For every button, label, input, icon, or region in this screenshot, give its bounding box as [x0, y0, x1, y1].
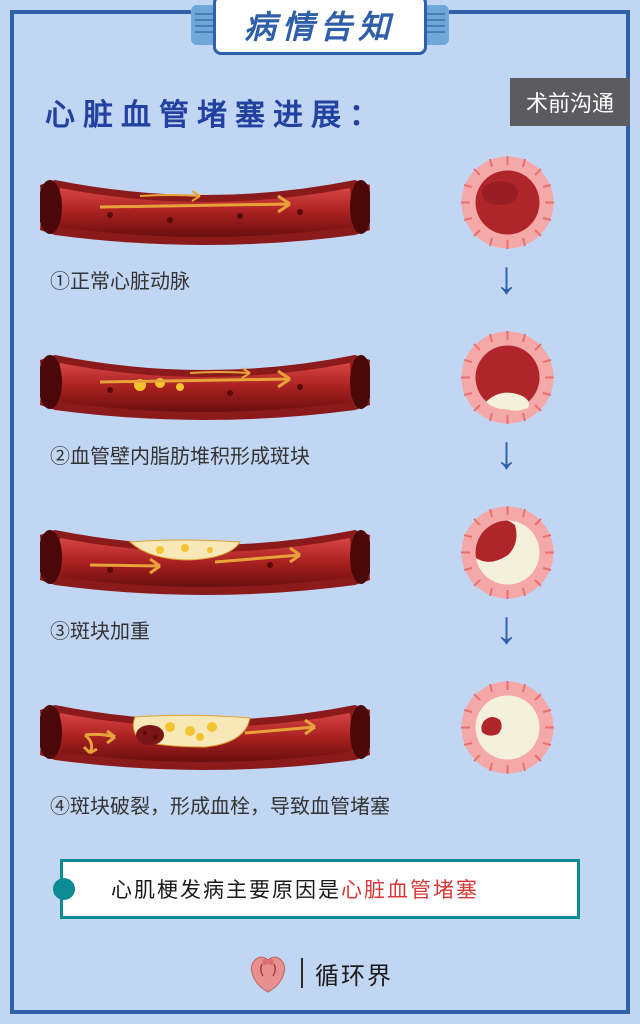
flow-arrow-3: ↓	[495, 605, 518, 651]
category-tag: 术前沟通	[510, 78, 630, 126]
title-banner: 病情告知	[191, 0, 449, 55]
stage-2-label: ②血管壁内脂肪堆积形成斑块	[50, 440, 310, 469]
vessel-1	[40, 160, 370, 255]
footer: 循环界	[247, 952, 393, 994]
cross-section-4	[460, 680, 555, 775]
stages-container: ①正常心脏动脉 ↓	[40, 150, 600, 850]
vessel-4	[40, 685, 370, 780]
footer-divider	[301, 958, 303, 988]
summary-text: 心肌梗发病主要原因是心脏血管堵塞	[111, 874, 479, 904]
stage-3-label: ③斑块加重	[50, 615, 150, 644]
stage-2: ②血管壁内脂肪堆积形成斑块 ↓	[40, 325, 600, 500]
vessel-3	[40, 510, 370, 605]
stage-3: ③斑块加重 ↓	[40, 500, 600, 675]
heart-icon	[247, 952, 289, 994]
stage-4: ④斑块破裂，形成血栓，导致血管堵塞	[40, 675, 600, 850]
stage-1-label: ①正常心脏动脉	[50, 265, 190, 294]
vessel-2	[40, 335, 370, 430]
cross-section-3	[460, 505, 555, 600]
page-title: 心脏血管堵塞进展：	[45, 90, 387, 134]
banner-title: 病情告知	[244, 9, 396, 45]
summary-box: 心肌梗发病主要原因是心脏血管堵塞	[60, 859, 580, 919]
cross-section-1	[460, 155, 555, 250]
flow-arrow-1: ↓	[495, 255, 518, 301]
stage-4-label: ④斑块破裂，形成血栓，导致血管堵塞	[50, 790, 390, 819]
stage-1: ①正常心脏动脉 ↓	[40, 150, 600, 325]
footer-brand: 循环界	[315, 956, 393, 991]
flow-arrow-2: ↓	[495, 430, 518, 476]
cross-section-2	[460, 330, 555, 425]
